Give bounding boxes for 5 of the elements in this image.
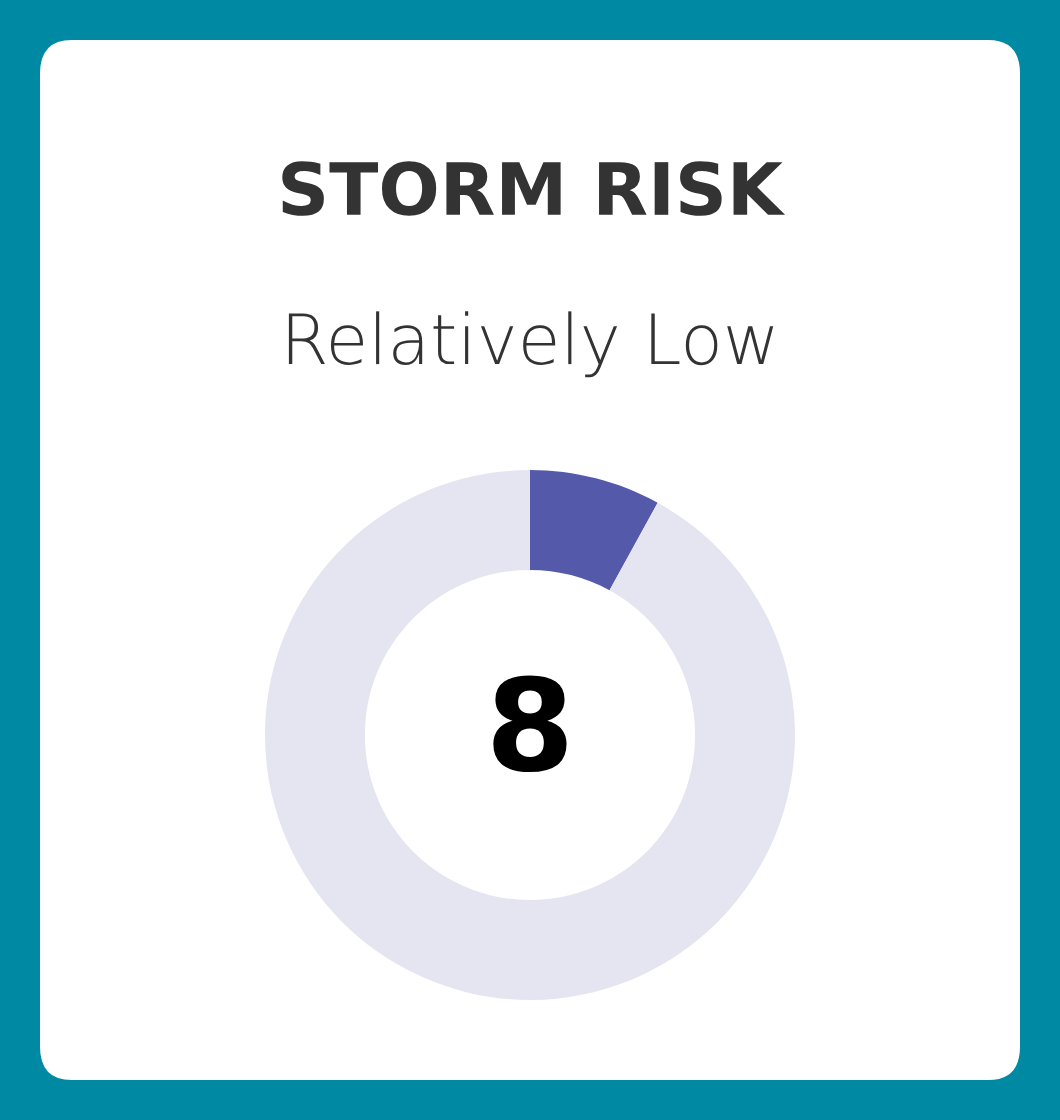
data-label: 8 <box>493 675 567 773</box>
donut-slice <box>530 470 658 591</box>
chart-subtitle: Relatively Low <box>288 311 774 378</box>
donut-slice <box>265 470 795 1000</box>
chart-title: STORM RISK <box>282 161 786 216</box>
